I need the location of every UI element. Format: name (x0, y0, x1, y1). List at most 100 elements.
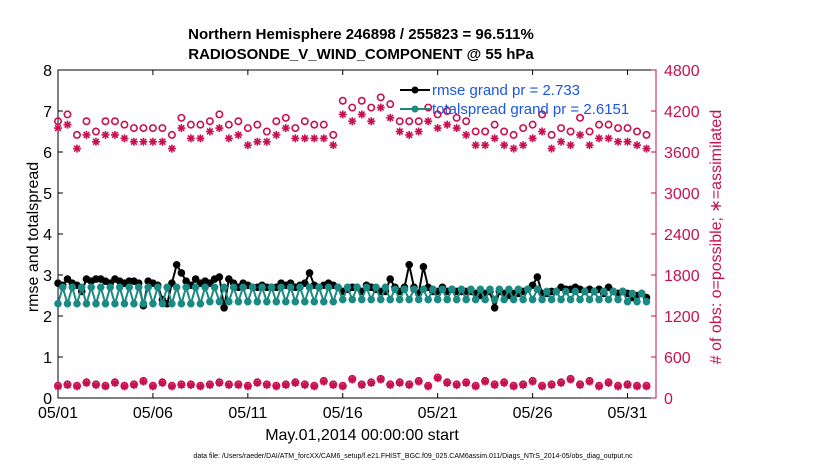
totalspread-point (467, 285, 475, 294)
obs_assimilated-marker (481, 141, 490, 150)
totalspread-point (495, 285, 504, 294)
obs_assimilated_low-marker (471, 382, 480, 391)
rmse-point (191, 275, 200, 283)
rmse-point (405, 260, 414, 269)
obs_assimilated_low-marker (566, 375, 575, 384)
obs_assimilated-marker (547, 144, 556, 153)
obs_assimilated_low-marker (414, 377, 423, 386)
rmse-point (419, 263, 428, 271)
rmse-point (225, 275, 233, 283)
obs_possible-marker (177, 113, 186, 122)
obs_possible-marker (633, 127, 642, 136)
obs_possible-marker (604, 120, 613, 129)
obs_possible-marker (205, 117, 214, 126)
obs_possible-marker (348, 103, 357, 112)
totalspread-point (239, 283, 247, 292)
obs_assimilated_low-marker (253, 378, 262, 387)
totalspread-point (471, 295, 480, 304)
totalspread-point (395, 295, 404, 304)
obs_assimilated-marker (300, 134, 309, 143)
totalspread-point (490, 295, 499, 304)
obs_assimilated_low-marker (452, 381, 461, 390)
totalspread-point (519, 295, 527, 304)
totalspread-point (609, 287, 618, 296)
obs_possible-marker (519, 124, 528, 133)
totalspread-point (595, 295, 603, 304)
obs_assimilated_low-marker (110, 378, 119, 387)
obs_possible-marker (566, 127, 575, 136)
rmse-point (215, 273, 224, 281)
totalspread-point (315, 283, 323, 292)
totalspread-point (291, 297, 300, 306)
y-tick-label-left: 0 (43, 391, 52, 408)
obs_assimilated-marker (234, 130, 243, 139)
totalspread-point (120, 299, 129, 308)
obs_assimilated-marker (196, 134, 205, 143)
rmse-point (177, 269, 186, 277)
obs_assimilated-marker (471, 141, 480, 150)
obs_assimilated-marker (490, 134, 499, 143)
totalspread-point (576, 295, 584, 304)
totalspread-point (637, 289, 646, 298)
obs_assimilated-marker (63, 120, 72, 129)
obs_possible-marker (110, 117, 119, 126)
obs_assimilated_low-marker (291, 378, 300, 387)
totalspread-point (153, 283, 162, 292)
obs_assimilated_low-marker (386, 381, 395, 390)
totalspread-point (272, 297, 281, 306)
obs_assimilated_low-marker (633, 382, 642, 391)
obs_assimilated_low-marker (376, 375, 385, 384)
obs_possible-marker (405, 117, 414, 126)
totalspread-point (172, 283, 181, 292)
obs_assimilated_low-marker (357, 381, 366, 390)
totalspread-point (486, 285, 494, 294)
y-tick-label-left: 8 (43, 63, 52, 80)
obs_assimilated_low-marker (205, 381, 214, 390)
obs_assimilated_low-marker (576, 381, 585, 390)
totalspread-point (566, 295, 575, 304)
obs_assimilated_low-marker (281, 381, 290, 390)
obs_assimilated-marker (243, 141, 252, 150)
legend-entry: totalspread grand pr = 2.6151 (432, 101, 629, 118)
totalspread-point (201, 283, 209, 292)
x-tick-label: 05/26 (513, 405, 553, 422)
obs_assimilated_low-marker (595, 382, 604, 391)
rmse-point (490, 304, 499, 312)
y-tick-label-left: 3 (43, 268, 52, 285)
totalspread-point (604, 295, 613, 304)
y-tick-label-right: 3000 (664, 186, 700, 203)
obs_possible-marker (367, 103, 376, 112)
totalspread-point (509, 295, 518, 304)
totalspread-point (400, 285, 409, 294)
obs_assimilated_low-marker (604, 378, 613, 387)
x-tick-label: 05/11 (228, 405, 267, 422)
obs_possible-marker (281, 113, 290, 122)
obs_assimilated-marker (424, 117, 433, 126)
totalspread-point (391, 285, 399, 294)
totalspread-point (149, 299, 157, 308)
y-tick-label-right: 0 (664, 391, 673, 408)
obs_possible-marker (196, 120, 205, 129)
obs_assimilated-marker (414, 127, 423, 136)
totalspread-point (452, 295, 461, 304)
obs_assimilated-marker (186, 134, 195, 143)
obs_assimilated-marker (101, 130, 110, 139)
obs_assimilated_low-marker (538, 382, 547, 391)
totalspread-point (300, 297, 309, 306)
obs_assimilated-marker (82, 130, 91, 139)
totalspread-point (433, 295, 442, 304)
totalspread-point (54, 299, 62, 308)
x-tick-label: 05/21 (418, 405, 458, 422)
obs_possible-marker (82, 117, 91, 126)
totalspread-point (263, 297, 271, 306)
y-tick-label-left: 1 (43, 350, 52, 367)
obs_possible-marker (376, 93, 385, 102)
obs_assimilated_low-marker (500, 378, 509, 387)
totalspread-point (381, 283, 390, 292)
totalspread-point (343, 283, 352, 292)
y-tick-label-left: 7 (43, 104, 52, 121)
obs_possible-marker (101, 117, 110, 126)
totalspread-point (319, 297, 328, 306)
totalspread-point (353, 283, 361, 292)
